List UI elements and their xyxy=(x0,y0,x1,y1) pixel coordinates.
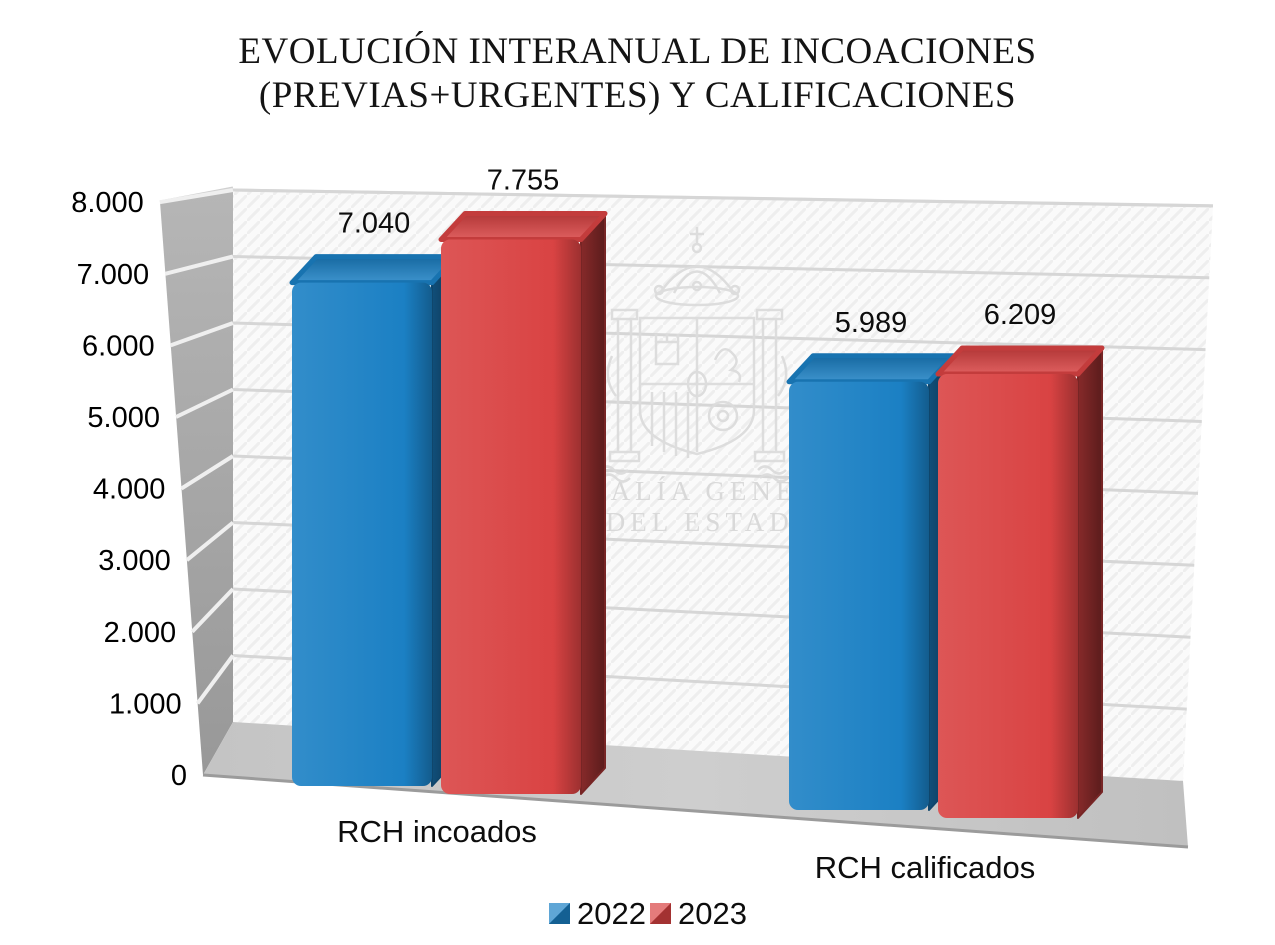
legend-swatch-shadow xyxy=(549,903,570,924)
floor-front-edge xyxy=(202,773,1189,849)
gridline-side xyxy=(175,387,234,419)
gridline-side xyxy=(180,454,235,491)
bar-2023-rch-calificados-side xyxy=(1077,347,1103,819)
bar-2023-rch-calificados xyxy=(935,345,1105,819)
gridline-side xyxy=(195,654,235,705)
data-label: 5.989 xyxy=(835,307,908,339)
y-tick-label: 7.000 xyxy=(77,259,150,291)
chart-title-line2: (PREVIAS+URGENTES) Y CALIFICACIONES xyxy=(258,75,1017,116)
gridline-side xyxy=(185,520,235,562)
legend-swatch-shadow xyxy=(650,903,671,924)
bar-2023-rch-calificados-top xyxy=(935,345,1105,377)
bar-2022-rch-calificados xyxy=(786,353,956,811)
y-tick-label: 2.000 xyxy=(104,617,177,649)
bar-2022-rch-calificados-top xyxy=(786,353,956,385)
y-tick-label: 3.000 xyxy=(98,545,171,577)
gridline-side xyxy=(190,587,235,634)
bar-2022-rch-incoados xyxy=(289,254,459,787)
category-label: RCH calificados xyxy=(815,850,1036,885)
data-label: 7.755 xyxy=(487,165,560,197)
legend-label-2023: 2023 xyxy=(678,896,747,931)
y-tick-label: 8.000 xyxy=(71,187,144,219)
bar-2023-rch-incoados-side xyxy=(580,212,606,795)
gridline-side xyxy=(159,188,234,205)
coat-of-arms-watermark xyxy=(599,227,789,483)
y-tick-label: 5.000 xyxy=(87,402,160,434)
legend-item-2023: 2023 xyxy=(650,896,747,931)
legend-item-2022: 2022 xyxy=(549,896,646,931)
bar-2023-rch-incoados-top xyxy=(438,211,608,243)
data-label: 7.040 xyxy=(338,208,411,240)
y-tick-label: 1.000 xyxy=(109,688,182,720)
bars-group xyxy=(289,211,1105,819)
value-labels-group: 7.040 7.755 5.989 6.209 xyxy=(338,165,1057,339)
gridline-side xyxy=(169,321,234,348)
bar-2023-rch-incoados-front xyxy=(441,239,581,794)
bar-2022-rch-calificados-front xyxy=(789,381,929,810)
gridlines-side-wall xyxy=(159,188,235,705)
watermark-text-line2: DEL ESTADO xyxy=(606,507,819,537)
y-tick-label: 0 xyxy=(171,760,187,792)
bar-2023-rch-calificados-front xyxy=(938,374,1078,818)
category-labels-group: RCH incoados RCH calificados xyxy=(337,814,1035,885)
data-label: 6.209 xyxy=(984,299,1057,331)
plot-side-wall xyxy=(160,188,233,775)
chart-title: EVOLUCIÓN INTERANUAL DE INCOACIONES (PRE… xyxy=(0,30,1275,118)
bar-2022-rch-incoados-front xyxy=(292,282,432,786)
legend: 2022 2023 xyxy=(549,896,747,931)
y-tick-label: 6.000 xyxy=(82,330,155,362)
legend-label-2022: 2022 xyxy=(577,896,646,931)
bar-2022-rch-incoados-top xyxy=(289,254,459,286)
chart-title-line1: EVOLUCIÓN INTERANUAL DE INCOACIONES xyxy=(238,31,1037,72)
category-label: RCH incoados xyxy=(337,814,537,849)
gridline-side xyxy=(164,254,234,276)
bar-2023-rch-incoados xyxy=(438,211,608,795)
gridline xyxy=(232,188,1214,208)
y-axis-tick-labels: 0 1.000 2.000 3.000 4.000 5.000 6.000 7.000 8.00… xyxy=(71,187,187,792)
y-tick-label: 4.000 xyxy=(93,474,166,506)
